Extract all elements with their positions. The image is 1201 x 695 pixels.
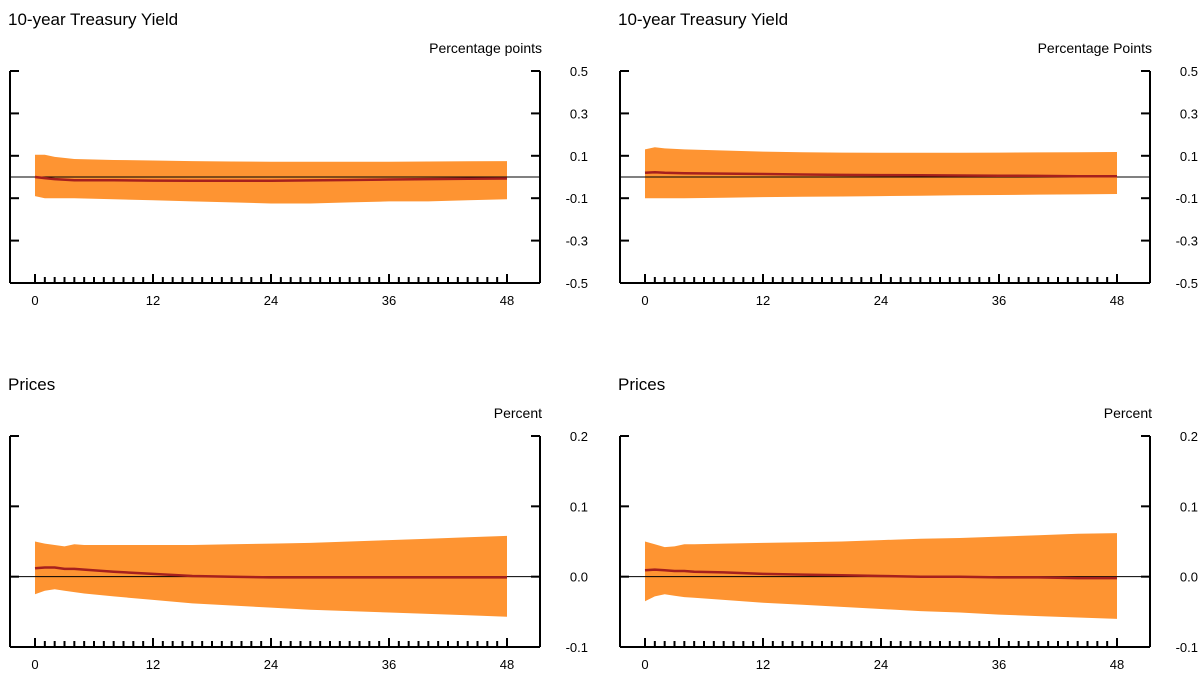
x-tick-label: 0: [641, 293, 648, 308]
x-tick-label: 12: [146, 293, 160, 308]
y-tick-label: 0.5: [570, 64, 588, 79]
x-tick-label: 48: [1110, 657, 1124, 672]
x-tick-label: 48: [500, 657, 514, 672]
y-tick-label: 0.3: [1180, 106, 1198, 121]
y-tick-label: 0.0: [570, 570, 588, 585]
y-tick-label: 0.1: [570, 149, 588, 164]
chart-plot: 0.2 0.1 0.0 -0.1 0 12 24 36 48: [619, 429, 1198, 672]
chart-unit-label: Percentage Points: [1037, 40, 1152, 56]
y-tick-label: -0.1: [566, 640, 588, 655]
chart-unit-label: Percentage points: [429, 40, 542, 56]
chart-title: Prices: [8, 375, 56, 394]
x-tick-label: 12: [756, 293, 770, 308]
y-tick-label: -0.3: [566, 234, 588, 249]
response-line: [644, 171, 1117, 178]
chart-unit-label: Percent: [493, 405, 542, 421]
chart-unit-label: Percent: [1103, 405, 1152, 421]
response-line: [644, 568, 1117, 580]
y-tick-label: 0.1: [1180, 499, 1198, 514]
y-tick-label: 0.1: [570, 499, 588, 514]
x-tick-label: 24: [264, 293, 278, 308]
chart-plot: 0.5 0.3 0.1 -0.1 -0.3 -0.5 0 12 24 36 48: [9, 64, 588, 308]
y-tick-label: -0.1: [1176, 191, 1198, 206]
y-tick-label: -0.5: [1176, 276, 1198, 291]
x-tick-label: 0: [641, 657, 648, 672]
confidence-band: [35, 154, 507, 204]
x-tick-label: 12: [146, 657, 160, 672]
chart-title: 10-year Treasury Yield: [8, 10, 179, 29]
y-tick-label: 0.3: [570, 106, 588, 121]
y-tick-label: 0.5: [1180, 64, 1198, 79]
x-tick-label: 0: [31, 293, 38, 308]
x-tick-label: 12: [756, 657, 770, 672]
y-tick-label: -0.5: [566, 276, 588, 291]
x-tick-label: 36: [382, 293, 396, 308]
response-line: [34, 175, 508, 183]
y-tick-label: 0.0: [1180, 570, 1198, 585]
x-tick-label: 36: [992, 293, 1006, 308]
y-tick-label: -0.1: [1176, 640, 1198, 655]
x-tick-label: 24: [874, 293, 888, 308]
x-tick-label: 24: [264, 657, 278, 672]
chart-panel-yield-right: 10-year Treasury Yield Percentage Points…: [610, 0, 1200, 330]
chart-title: Prices: [618, 375, 666, 394]
x-tick-label: 48: [1110, 293, 1124, 308]
chart-plot: 0.2 0.1 0.0 -0.1 0 12 24 36 48: [9, 429, 588, 672]
y-tick-label: 0.1: [1180, 149, 1198, 164]
x-tick-label: 36: [382, 657, 396, 672]
y-tick-label: -0.3: [1176, 234, 1198, 249]
x-tick-label: 36: [992, 657, 1006, 672]
chart-panel-prices-left: Prices Percent 0.2 0.1 0.0 -0.1 0 12 24 36 48: [0, 365, 590, 695]
x-tick-label: 48: [500, 293, 514, 308]
y-tick-label: 0.2: [570, 429, 588, 444]
chart-panel-prices-right: Prices Percent 0.2 0.1 0.0 -0.1 0 12 24 36 48: [610, 365, 1200, 695]
x-tick-label: 24: [874, 657, 888, 672]
chart-panel-yield-left: 10-year Treasury Yield Percentage points…: [0, 0, 590, 330]
y-tick-label: 0.2: [1180, 429, 1198, 444]
chart-title: 10-year Treasury Yield: [618, 10, 789, 29]
chart-plot: 0.5 0.3 0.1 -0.1 -0.3 -0.5 0 12 24 36 48: [619, 64, 1198, 308]
response-line: [34, 566, 507, 579]
y-tick-label: -0.1: [566, 191, 588, 206]
confidence-band: [645, 147, 1117, 199]
x-tick-label: 0: [31, 657, 38, 672]
